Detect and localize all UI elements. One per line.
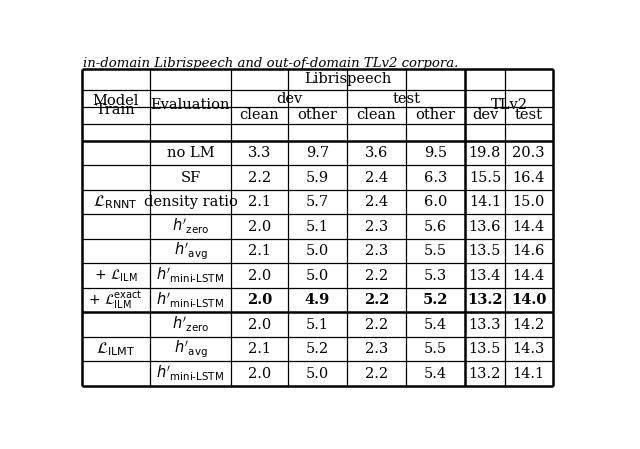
Text: 2.1: 2.1 [248, 195, 271, 209]
Text: $h'_{\mathrm{avg}}$: $h'_{\mathrm{avg}}$ [173, 339, 207, 360]
Text: $h'_{\mathrm{zero}}$: $h'_{\mathrm{zero}}$ [172, 217, 209, 236]
Text: $h'_{\mathrm{mini\text{-}LSTM}}$: $h'_{\mathrm{mini\text{-}LSTM}}$ [156, 291, 225, 310]
Text: $h'_{\mathrm{mini\text{-}LSTM}}$: $h'_{\mathrm{mini\text{-}LSTM}}$ [156, 266, 225, 285]
Text: TLv2: TLv2 [490, 98, 527, 112]
Text: $+\ \mathcal{L}_{\mathrm{ILM}}^{\mathrm{exact}}$: $+\ \mathcal{L}_{\mathrm{ILM}}^{\mathrm{… [88, 289, 143, 311]
Text: 3.3: 3.3 [248, 146, 271, 160]
Text: 2.2: 2.2 [365, 317, 388, 331]
Text: 5.4: 5.4 [424, 366, 447, 380]
Text: 13.5: 13.5 [468, 342, 501, 356]
Text: 5.5: 5.5 [424, 244, 447, 258]
Text: 2.2: 2.2 [365, 269, 388, 282]
Text: 2.1: 2.1 [248, 244, 271, 258]
Text: 2.3: 2.3 [365, 244, 388, 258]
Text: other: other [298, 109, 337, 123]
Text: 2.2: 2.2 [248, 171, 271, 185]
Text: 2.0: 2.0 [248, 269, 271, 282]
Text: density ratio: density ratio [143, 195, 237, 209]
Text: Train: Train [96, 103, 136, 117]
Text: 13.2: 13.2 [468, 366, 501, 380]
Text: 13.5: 13.5 [468, 244, 501, 258]
Text: dev: dev [276, 92, 302, 106]
Text: $\mathcal{L}_{\mathrm{RNNT}}$: $\mathcal{L}_{\mathrm{RNNT}}$ [93, 193, 138, 211]
Text: clean: clean [239, 109, 279, 123]
Text: 3.6: 3.6 [365, 146, 388, 160]
Text: 5.0: 5.0 [306, 366, 329, 380]
Text: 19.8: 19.8 [468, 146, 501, 160]
Text: 13.3: 13.3 [468, 317, 501, 331]
Text: Evaluation: Evaluation [150, 98, 230, 112]
Text: dev: dev [472, 109, 498, 123]
Text: 2.2: 2.2 [365, 366, 388, 380]
Text: $+\ \mathcal{L}_{\mathrm{ILM}}$: $+\ \mathcal{L}_{\mathrm{ILM}}$ [94, 267, 138, 284]
Text: 9.5: 9.5 [424, 146, 447, 160]
Text: 5.5: 5.5 [424, 342, 447, 356]
Text: 14.1: 14.1 [513, 366, 545, 380]
Text: 5.2: 5.2 [422, 293, 448, 307]
Text: 16.4: 16.4 [513, 171, 545, 185]
Text: 5.1: 5.1 [306, 220, 329, 233]
Text: 13.2: 13.2 [467, 293, 503, 307]
Text: Model: Model [92, 94, 139, 108]
Text: 5.6: 5.6 [424, 220, 447, 233]
Text: other: other [415, 109, 455, 123]
Text: 14.4: 14.4 [513, 220, 545, 233]
Text: 4.9: 4.9 [305, 293, 330, 307]
Text: 14.2: 14.2 [513, 317, 545, 331]
Text: 20.3: 20.3 [513, 146, 545, 160]
Text: $\mathcal{L}_{\mathrm{ILMT}}$: $\mathcal{L}_{\mathrm{ILMT}}$ [96, 340, 135, 358]
Text: 5.4: 5.4 [424, 317, 447, 331]
Text: 15.5: 15.5 [469, 171, 501, 185]
Text: 5.0: 5.0 [306, 269, 329, 282]
Text: Librispeech: Librispeech [305, 72, 392, 86]
Text: $h'_{\mathrm{zero}}$: $h'_{\mathrm{zero}}$ [172, 315, 209, 334]
Text: test: test [392, 92, 420, 106]
Text: 5.0: 5.0 [306, 244, 329, 258]
Text: 13.6: 13.6 [468, 220, 501, 233]
Text: 5.9: 5.9 [306, 171, 329, 185]
Text: no LM: no LM [166, 146, 214, 160]
Text: 2.3: 2.3 [365, 220, 388, 233]
Text: $h'_{\mathrm{avg}}$: $h'_{\mathrm{avg}}$ [173, 241, 207, 262]
Text: 2.0: 2.0 [248, 220, 271, 233]
Text: 14.3: 14.3 [513, 342, 545, 356]
Text: 9.7: 9.7 [306, 146, 329, 160]
Text: 5.2: 5.2 [306, 342, 329, 356]
Text: 6.0: 6.0 [424, 195, 447, 209]
Text: 2.3: 2.3 [365, 342, 388, 356]
Text: clean: clean [356, 109, 396, 123]
Text: 14.1: 14.1 [469, 195, 501, 209]
Text: 5.7: 5.7 [306, 195, 329, 209]
Text: 2.1: 2.1 [248, 342, 271, 356]
Text: 6.3: 6.3 [424, 171, 447, 185]
Text: $h'_{\mathrm{mini\text{-}LSTM}}$: $h'_{\mathrm{mini\text{-}LSTM}}$ [156, 364, 225, 383]
Text: 15.0: 15.0 [513, 195, 545, 209]
Text: 2.4: 2.4 [365, 195, 388, 209]
Text: 2.0: 2.0 [248, 366, 271, 380]
Text: SF: SF [180, 171, 200, 185]
Text: 14.4: 14.4 [513, 269, 545, 282]
Text: 2.0: 2.0 [248, 317, 271, 331]
Text: 5.1: 5.1 [306, 317, 329, 331]
Text: 14.0: 14.0 [511, 293, 547, 307]
Text: 2.0: 2.0 [247, 293, 272, 307]
Text: 5.3: 5.3 [424, 269, 447, 282]
Text: 2.4: 2.4 [365, 171, 388, 185]
Text: in-domain Librispeech and out-of-domain TLv2 corpora.: in-domain Librispeech and out-of-domain … [83, 57, 458, 70]
Text: 13.4: 13.4 [468, 269, 501, 282]
Text: 2.2: 2.2 [364, 293, 389, 307]
Text: 14.6: 14.6 [513, 244, 545, 258]
Text: test: test [515, 109, 543, 123]
